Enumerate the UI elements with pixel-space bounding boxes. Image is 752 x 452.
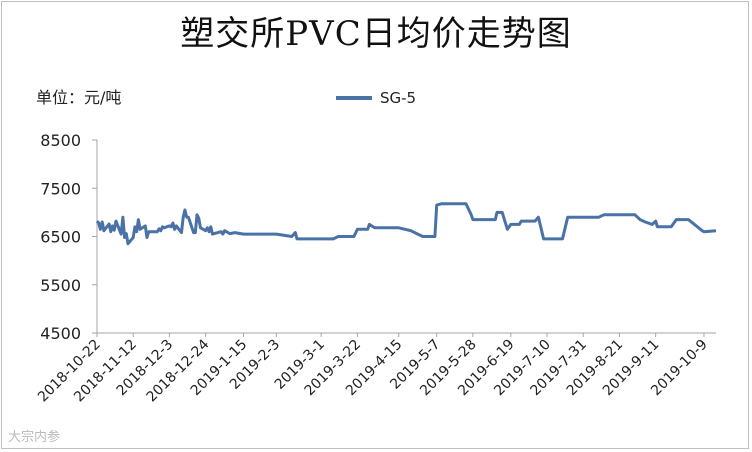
legend: SG-5 — [336, 88, 416, 108]
legend-swatch — [336, 96, 372, 100]
unit-label: 单位：元/吨 — [36, 88, 122, 107]
y-tick-label: 4500 — [40, 324, 81, 343]
chart-title: 塑交所PVC日均价走势图 — [180, 14, 572, 54]
y-tick-label: 7500 — [40, 179, 81, 198]
y-tick-label: 8500 — [40, 131, 81, 150]
watermark: 大宗内参 — [8, 430, 61, 445]
y-tick-label: 5500 — [40, 276, 81, 295]
y-tick-label: 6500 — [40, 228, 81, 247]
legend-label: SG-5 — [380, 89, 417, 107]
series-line-sg-5 — [95, 202, 717, 246]
